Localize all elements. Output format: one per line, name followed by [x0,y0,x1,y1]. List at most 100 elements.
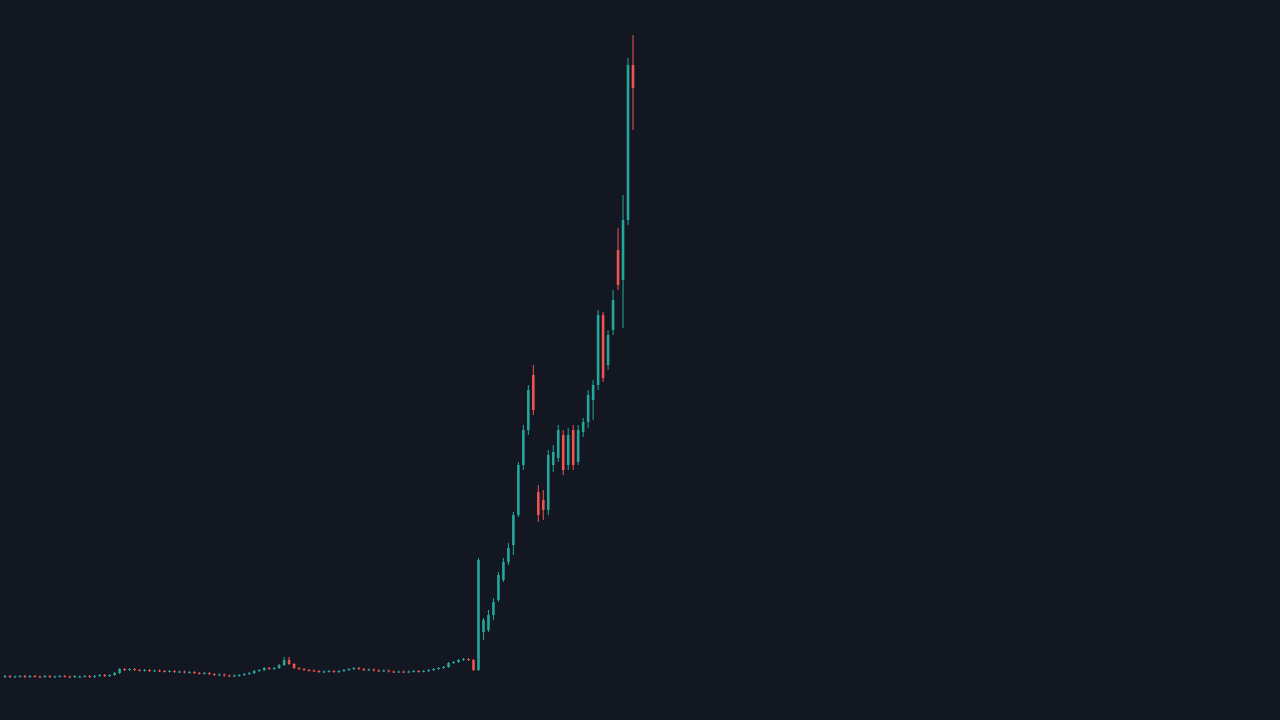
candle-body [48,676,52,677]
candle-body [198,673,201,674]
candle-body [352,668,356,669]
candle-body [502,562,505,580]
candle-body [33,676,37,677]
candle-body [133,669,136,670]
candle-body [362,669,366,670]
candle-body [118,669,121,673]
candle-body [227,675,231,677]
candle-body [432,669,435,670]
candle-body [53,676,57,678]
candle-body [203,673,206,674]
candle-body [507,548,510,562]
candle-body [252,671,256,673]
candle-body [467,659,470,660]
candle-body [417,671,420,672]
candle-body [537,492,540,515]
candle-body [407,671,411,673]
candle-body [332,671,336,672]
candle-body [492,602,495,615]
candle-body [546,455,550,510]
candle-body [282,660,286,665]
candle-body [188,672,191,673]
candle-body [437,668,440,669]
candle-body [103,675,106,676]
candle-body [108,675,111,676]
candle-body [247,673,251,674]
candle-body [158,670,161,672]
candle-body [586,395,590,422]
candle-body [497,575,500,600]
candle-body [213,674,216,675]
candle-body [272,668,276,669]
candle-body [18,676,22,677]
candle-body [517,465,520,515]
candle-body [8,676,12,677]
candle-body [317,671,321,672]
candle-body [58,676,62,677]
candle-body [462,659,465,660]
candle-body [442,667,445,668]
candle-body [242,674,246,675]
candle-body [402,671,406,673]
candle-body [477,560,480,670]
candle-body [487,615,490,630]
candle-body [611,300,615,330]
candle-body [153,670,156,672]
candle-body [377,670,381,672]
candle-body [123,669,126,670]
candle-body [28,676,32,677]
candle-body [173,671,176,672]
candle-body [193,672,196,673]
candle-body [163,671,166,672]
candle-body [327,671,331,672]
candle-body [392,671,396,673]
candle-body [337,671,341,672]
candle-body [621,220,625,280]
candle-body [581,422,585,432]
candle-body [223,674,226,676]
candle-body [178,671,181,673]
candle-body [83,676,87,677]
candle-body [257,670,261,671]
candle-body [168,671,171,672]
candle-body [43,676,47,677]
candle-body [128,669,131,670]
candle-body [427,670,430,671]
candle-body [13,676,17,678]
candle-body [208,673,211,674]
candle-body [277,665,281,668]
candle-body [302,669,306,670]
candle-body [551,452,555,465]
candle-body [287,660,291,664]
candle-body [148,670,151,671]
candle-body [527,390,530,430]
candle-body [312,670,316,672]
candle-body [38,676,42,678]
candle-body [561,435,565,470]
candle-body [576,430,580,462]
candle-body [63,676,67,677]
candle-body [447,663,450,667]
candle-body [556,430,560,458]
candle-body [267,668,271,669]
candle-body [606,335,610,365]
candle-body [88,676,92,677]
candle-body [218,674,221,676]
candle-body [412,671,415,672]
candle-body [3,676,7,677]
candle-body [631,65,635,88]
candle-body [138,670,141,671]
candle-body [382,670,386,672]
candle-body [571,430,575,465]
candle-body [482,620,485,632]
candle-body [541,500,545,510]
candle-body [522,430,525,465]
candle-body [357,668,361,669]
candle-body [73,676,77,677]
candle-body [512,515,515,545]
candle-body [237,675,241,676]
candle-body [367,669,371,671]
candle-body [93,676,97,677]
